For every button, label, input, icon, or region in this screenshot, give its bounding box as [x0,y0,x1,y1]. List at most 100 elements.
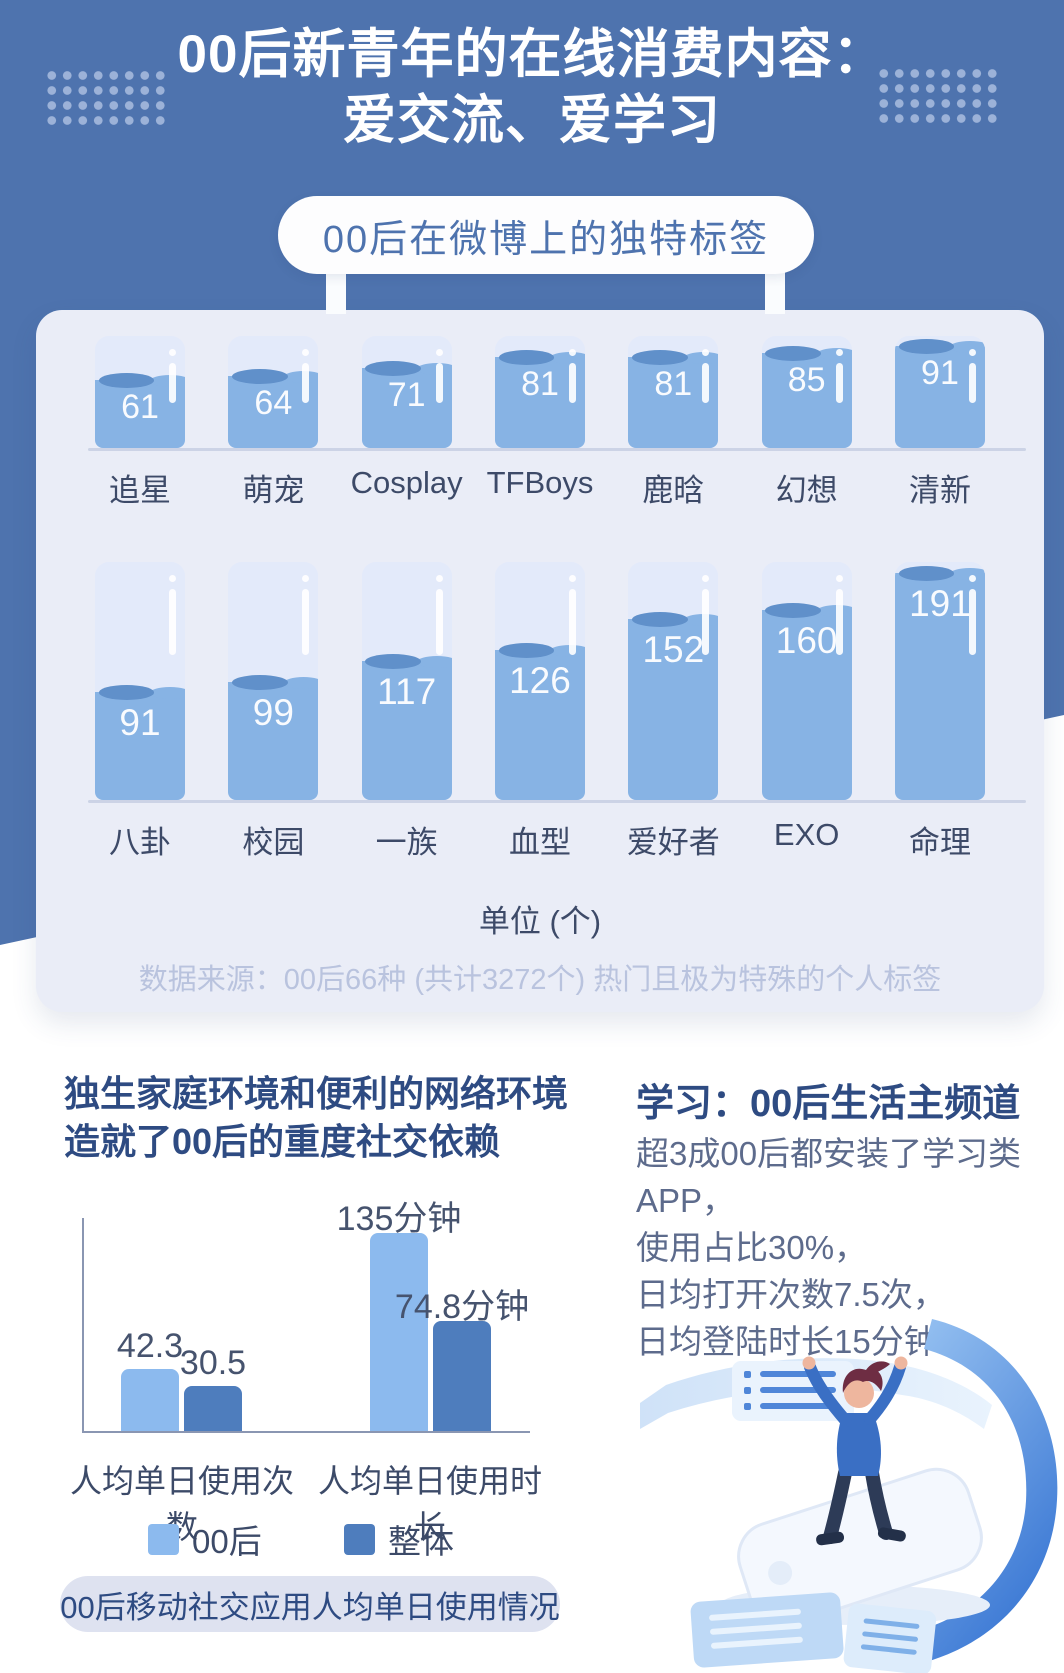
water-bump [817,604,852,617]
water-wave [898,565,955,581]
glass-shine-icon [835,575,843,655]
tag-water: 117 [361,653,452,800]
tag-label: 血型 [508,825,571,860]
water-wave [631,350,688,366]
tag-column: 126 血型 [487,562,626,862]
chart-caption-label: 00后移动社交应用人均单日使用情况 [60,1589,560,1625]
glass-baseline [487,448,626,451]
tag-column: 99 校园 [221,562,360,862]
badge-connector-right [765,264,785,314]
water-bump [550,645,585,658]
unit-label: 单位 (个) [478,904,602,939]
glass-baseline [621,800,760,803]
glass-shine-icon [302,575,310,655]
water-bump [683,614,719,627]
tag-value: 152 [642,629,705,671]
legend-label-overall: 整体 [388,1523,454,1560]
water-bump [150,686,185,699]
tag-value: 99 [252,692,294,734]
tag-column: 91 清新 [887,336,1026,510]
person-figure [802,1356,908,1546]
tag-water: 85 [761,345,852,448]
tag-value: 117 [377,670,437,712]
y-axis [82,1218,84,1433]
bar-overall [184,1386,242,1431]
tag-glass: 191 [894,562,985,800]
bar-value-label: 74.8分钟 [394,1288,530,1326]
tag-row-2: 91 八卦 99 校园 117 一族 126 血型 152 爱好者 160 EXO 191 命理 [88,562,1026,862]
tag-label: TFBoys [486,465,594,500]
glass-baseline [88,448,226,451]
tag-column: 81 鹿晗 [621,336,760,510]
glass-shine-icon [169,575,176,655]
legend-swatch-overall [344,1523,375,1555]
tag-glass: 81 [628,336,719,448]
tag-label: EXO [773,817,840,852]
study-heading: 学习：00后生活主频道 [636,1083,1021,1125]
page-title-line1: 00后新青年的在线消费内容： [177,25,887,84]
tag-column: 160 EXO [754,562,893,862]
bar-value-label: 30.5 [179,1344,247,1382]
glass-baseline [754,800,893,803]
water-bump [417,655,452,668]
tag-glass: 64 [228,336,319,448]
page-title: 00后新青年的在线消费内容： 爱交流、爱学习 [0,22,1064,154]
social-heading: 独生家庭环境和便利的网络环境 造就了00后的重度社交依赖 [64,1070,568,1166]
swoosh-shape [892,1319,1058,1669]
water-wave [98,684,155,700]
bar-00hou [121,1369,179,1431]
glass-shine-icon [169,349,176,403]
tag-glass: 81 [494,336,585,448]
water-wave [365,653,422,669]
glass-shine-icon [435,349,443,403]
tag-glass: 152 [628,562,719,800]
glass-shine-icon [568,349,576,403]
glass-baseline [621,448,760,451]
glass-shine-icon [302,349,310,403]
water-bump [417,363,452,376]
legend-swatch-00hou [148,1523,179,1555]
tags-panel: 61 追星 64 萌宠 71 Cosplay 81 TFBoys 81 鹿晗 85 幻想 91 清新 91… [36,310,1044,1012]
tag-value: 61 [121,387,159,426]
chart-caption-badge: 00后移动社交应用人均单日使用情况 [60,1576,560,1632]
tag-value: 160 [775,619,838,661]
glass-shine-icon [968,575,976,655]
tag-column: 64 萌宠 [221,336,360,510]
tag-label: Cosplay [350,465,463,500]
water-wave [231,675,288,691]
tag-glass: 61 [95,336,185,448]
tag-value: 126 [509,660,571,702]
bar-value-label: 42.3 [116,1327,184,1365]
glass-baseline [754,448,893,451]
tag-label: 萌宠 [242,473,305,508]
glass-baseline [88,800,226,803]
tag-water: 91 [95,684,185,800]
x-axis [82,1431,530,1433]
tag-value: 191 [909,582,971,624]
tag-value: 64 [254,384,293,423]
page-title-line2: 爱交流、爱学习 [343,91,721,150]
tag-column: 91 八卦 [88,562,226,862]
tag-water: 99 [228,675,319,800]
tag-column: 85 幻想 [754,336,893,510]
glass-baseline [354,800,493,803]
water-bump [150,374,185,387]
tag-label: 校园 [242,825,305,860]
water-bump [950,341,985,354]
tag-row-1: 61 追星 64 萌宠 71 Cosplay 81 TFBoys 81 鹿晗 85 幻想 91 清新 [88,336,1026,510]
tag-label: 追星 [109,473,171,508]
bar-value-label: 135分钟 [336,1200,462,1238]
water-wave [98,372,155,388]
water-wave [231,369,288,385]
glass-shine-icon [435,575,443,655]
tag-glass: 99 [228,562,319,800]
tag-column: 152 爱好者 [621,562,760,862]
water-bump [283,371,319,384]
tag-water: 81 [494,350,585,448]
tag-glass: 160 [761,562,852,800]
tag-column: 61 追星 [88,336,226,510]
glass-baseline [887,448,1026,451]
ribbon-band [640,1358,992,1429]
tag-value: 85 [787,360,826,399]
tag-column: 191 命理 [887,562,1026,862]
